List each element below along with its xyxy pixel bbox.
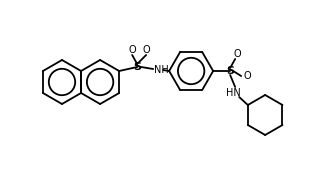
Text: O: O	[233, 49, 241, 59]
Text: S: S	[226, 66, 234, 76]
Text: O: O	[128, 45, 136, 55]
Text: S: S	[133, 62, 141, 72]
Text: O: O	[243, 71, 251, 81]
Text: NH: NH	[154, 65, 169, 75]
Text: O: O	[142, 45, 150, 55]
Text: HN: HN	[226, 88, 240, 98]
